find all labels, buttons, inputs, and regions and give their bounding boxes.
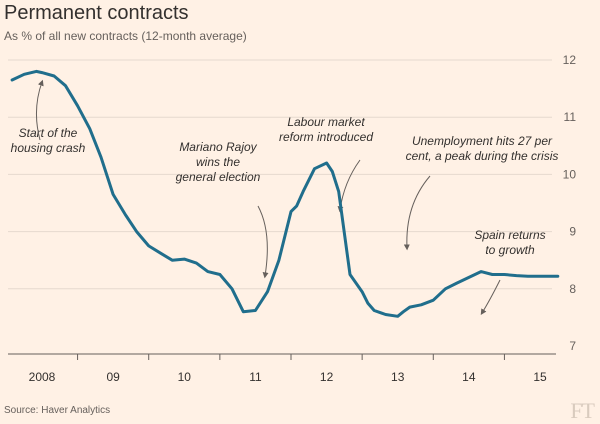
- annotation-label: Labour market: [287, 115, 365, 129]
- x-tick-label: 13: [391, 370, 405, 384]
- annotation-label: housing crash: [11, 141, 86, 155]
- annotation-label: Start of the: [19, 126, 78, 140]
- annotation-label: general election: [176, 170, 261, 184]
- series-line: [10, 69, 560, 318]
- source-note: Source: Haver Analytics: [4, 405, 111, 416]
- x-tick-label: 09: [106, 370, 120, 384]
- annotation-label: wins the: [196, 155, 240, 169]
- page-title: Permanent contracts: [4, 2, 189, 24]
- series-lines: [10, 69, 560, 318]
- annotation-arrow: [403, 175, 431, 251]
- ft-logo: FT: [570, 398, 595, 423]
- annotation-label: to growth: [485, 243, 535, 257]
- annotation-label: reform introduced: [279, 130, 373, 144]
- annotation-arrow: [337, 159, 361, 213]
- grid-lines: [8, 59, 552, 290]
- x-axis: 2008 09 10 11 12 13 14 15: [8, 353, 556, 384]
- y-axis-ticks: 7 8 9 10 11 12: [563, 53, 577, 353]
- annotation-arrow: [480, 279, 501, 316]
- x-tick-label: 11: [249, 370, 262, 384]
- annotation-arrow: [257, 205, 269, 279]
- x-tick-label: 10: [178, 370, 192, 384]
- y-tick-label: 7: [569, 339, 576, 353]
- x-tick-label: 14: [462, 370, 476, 384]
- y-tick-label: 11: [564, 110, 577, 124]
- annotation-arrow: [36, 79, 44, 141]
- x-tick-label: 2008: [29, 370, 56, 384]
- x-tick-label: 15: [533, 370, 547, 384]
- y-tick-label: 8: [569, 282, 576, 296]
- y-tick-label: 10: [563, 167, 577, 181]
- x-tick-label: 12: [320, 370, 334, 384]
- annotation-label: Unemployment hits 27 per: [412, 134, 553, 148]
- page-subtitle: As % of all new contracts (12-month aver…: [4, 29, 247, 43]
- y-tick-label: 9: [569, 225, 576, 239]
- annotation-label: Mariano Rajoy: [179, 140, 257, 154]
- annotation-label: Spain returns: [474, 228, 545, 242]
- y-tick-label: 12: [563, 53, 577, 67]
- annotation-label: cent, a peak during the crisis: [406, 149, 559, 163]
